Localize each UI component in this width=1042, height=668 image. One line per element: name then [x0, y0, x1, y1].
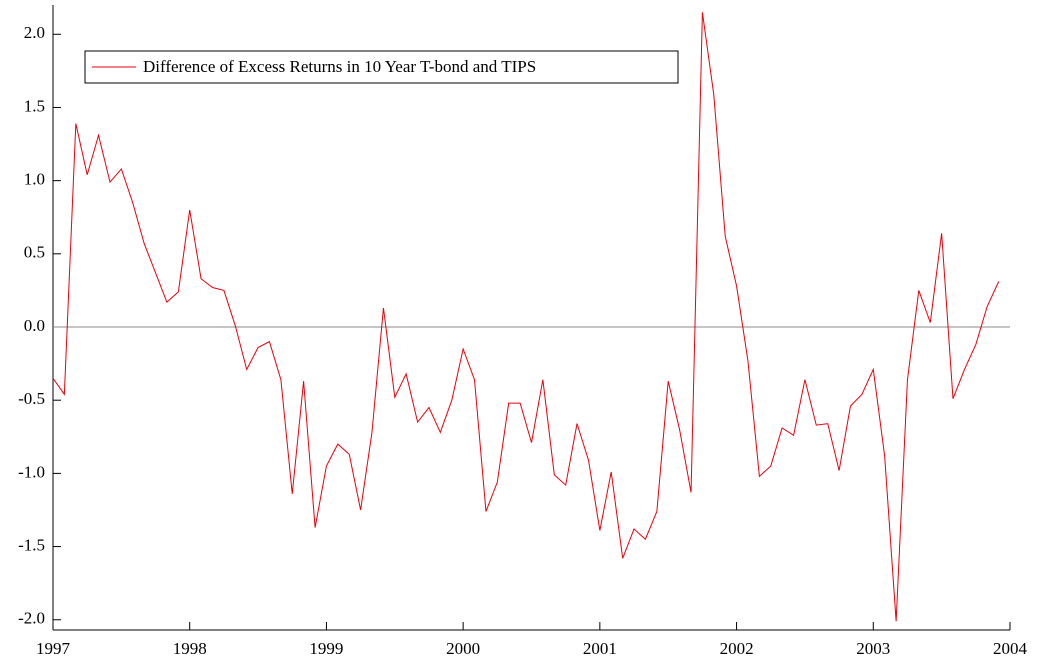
x-tick-label: 1998 [173, 639, 207, 658]
y-tick-label: -1.5 [18, 535, 45, 554]
x-tick-label: 2004 [993, 639, 1028, 658]
x-tick-label: 2002 [720, 639, 754, 658]
y-tick-label: -2.0 [18, 609, 45, 628]
x-tick-label: 1999 [309, 639, 343, 658]
y-tick-label: 0.5 [24, 243, 45, 262]
x-tick-label: 1997 [36, 639, 71, 658]
y-tick-label: 1.5 [24, 96, 45, 115]
y-tick-label: 2.0 [24, 23, 45, 42]
y-tick-label: -1.0 [18, 462, 45, 481]
x-tick-label: 2000 [446, 639, 480, 658]
legend-box [84, 50, 679, 84]
legend-label: Difference of Excess Returns in 10 Year … [143, 57, 536, 76]
x-tick-label: 2003 [856, 639, 890, 658]
y-tick-label: 1.0 [24, 170, 45, 189]
y-tick-label: -0.5 [18, 389, 45, 408]
data-line [52, 12, 1000, 622]
y-tick-label: 0.0 [24, 316, 45, 335]
x-tick-label: 2001 [583, 639, 617, 658]
